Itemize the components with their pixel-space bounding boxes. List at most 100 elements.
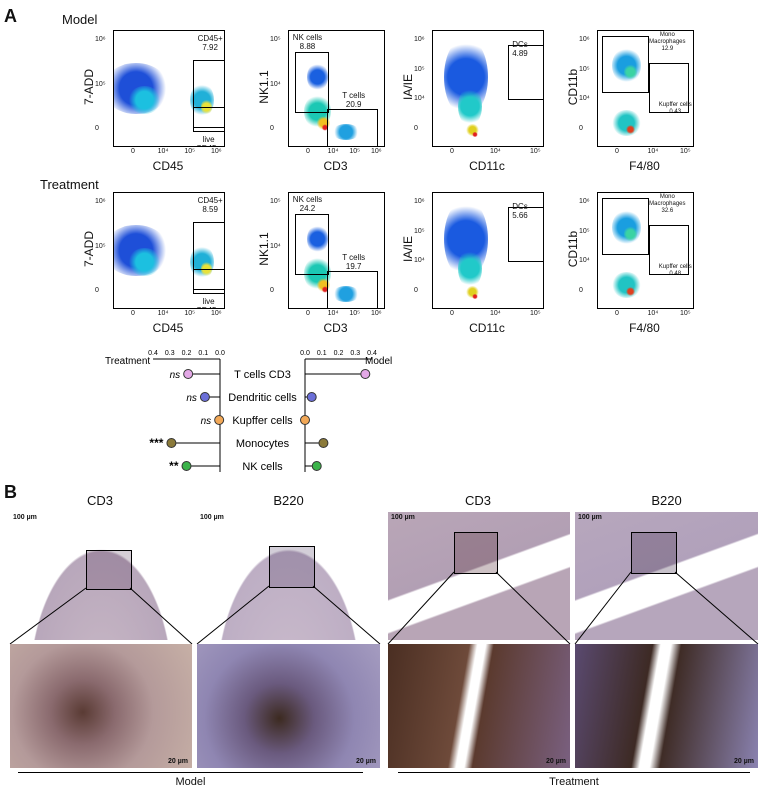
lolli-category-label: Dendritic cells	[228, 392, 297, 404]
lolli-right-tick: 0.4	[367, 350, 377, 357]
y-tick-label: 10⁴	[414, 257, 425, 265]
y-tick-label: 0	[95, 125, 99, 132]
gate-name: NK cells	[292, 195, 323, 205]
lolli-right-title: Model	[365, 356, 392, 367]
lolli-dot-model	[311, 461, 322, 471]
gate-box	[294, 51, 329, 114]
x-tick-label: 0	[615, 310, 619, 317]
density-cloud	[625, 125, 636, 135]
density-cloud	[322, 286, 328, 294]
gate-name: NK cells	[292, 33, 323, 43]
x-tick-label: 0	[450, 148, 454, 155]
zoom-box	[631, 532, 677, 574]
density-cloud	[471, 131, 479, 138]
scale-bar-label: 20 µm	[168, 758, 188, 765]
gate-box	[294, 213, 329, 276]
scale-bar-label: 20 µm	[546, 758, 566, 765]
ihc-treatment-cd3-high: 20 µm	[388, 644, 570, 768]
density-cloud	[625, 287, 636, 297]
gate-name: CD45+	[197, 34, 223, 44]
ihc-model-b220-high: 20 µm	[197, 644, 380, 768]
gate-label: T cells 19.7	[342, 253, 365, 271]
flow-plot: DCs 5.66	[432, 192, 544, 309]
lolli-significance: ns	[201, 416, 212, 427]
density-cloud	[623, 64, 637, 81]
flow-plot: Mono Macrophages 32.6 Kupffer cells 0.48	[597, 192, 694, 309]
lolli-category-label: T cells CD3	[234, 369, 291, 381]
y-axis-label: CD11b	[566, 230, 580, 267]
gate-box	[193, 268, 224, 294]
density-cloud	[471, 293, 479, 300]
density-cloud	[322, 124, 328, 132]
y-axis-label: NK1.1	[257, 69, 271, 104]
gate-name: Mono Macrophages	[649, 194, 686, 208]
x-axis-label: CD11c	[469, 321, 505, 335]
gate-box	[193, 106, 224, 132]
x-tick-label: 10⁴	[157, 148, 169, 155]
density-cloud	[331, 286, 361, 303]
lolli-significance: ns	[186, 393, 197, 404]
x-tick-label: 10⁵	[680, 310, 691, 317]
model-bracket	[18, 772, 363, 773]
gate-name: Mono Macrophages	[649, 32, 686, 46]
lolli-dot-treatment	[183, 369, 194, 379]
ihc-model-cd3-high: 20 µm	[10, 644, 192, 768]
y-tick-label: 10⁶	[579, 198, 590, 205]
y-axis-label: IA/IE	[401, 73, 415, 100]
treatment-group-label: Treatment	[549, 776, 599, 788]
ihc-treatment-b220-high: 20 µm	[575, 644, 758, 768]
gate-box	[193, 221, 224, 291]
gate-label: Kupffer cells 0.43	[659, 102, 692, 116]
scale-bar-label: 20 µm	[356, 758, 376, 765]
y-tick-label: 0	[579, 287, 583, 294]
y-axis-label: IA/IE	[401, 235, 415, 262]
x-axis-label: CD45	[152, 159, 184, 173]
flow-plot: CD45+8.59 live CD45+6.33	[113, 192, 225, 309]
ihc-model-b220-low: 100 µm	[197, 512, 380, 640]
lolli-category-label: Monocytes	[236, 438, 290, 450]
x-tick-label: 10⁵	[530, 310, 541, 317]
gate-name: T cells	[342, 252, 366, 262]
gate-box	[193, 59, 224, 129]
density-cloud	[458, 87, 483, 127]
y-tick-label: 10⁵	[270, 198, 281, 205]
gate-box	[507, 44, 543, 100]
lolli-left-tick: 0.1	[198, 350, 208, 357]
y-tick-label: 10⁶	[414, 36, 425, 43]
scale-bar-label: 100 µm	[13, 514, 37, 521]
y-tick-label: 10⁶	[579, 36, 590, 43]
gate-box	[327, 109, 379, 146]
gate-label: NK cells 24.2	[293, 195, 322, 213]
gate-name: T cells	[342, 90, 366, 100]
gate-value: 8.59	[202, 205, 218, 215]
lolli-category-label: Kupffer cells	[232, 415, 293, 427]
y-tick-label: 10⁵	[95, 242, 106, 250]
gate-label: CD45+ 8.59	[198, 196, 223, 214]
gate-name: DCs	[512, 202, 528, 212]
gate-value: 7.92	[202, 43, 218, 53]
y-axis-label: CD11b	[566, 68, 580, 105]
zoom-box	[269, 546, 315, 588]
lolli-right-tick: 0.0	[300, 350, 310, 357]
scale-bar-label: 100 µm	[578, 514, 602, 521]
gate-label: Mono Macrophages 32.6	[642, 194, 693, 215]
gate-box	[601, 35, 650, 93]
gate-value: 0.43	[669, 109, 682, 116]
x-tick-label: 0	[450, 310, 454, 317]
y-tick-label: 10⁶	[95, 36, 106, 43]
y-tick-label: 10⁴	[579, 95, 590, 103]
x-tick-label: 0	[306, 310, 310, 317]
lolli-dot-model	[306, 392, 317, 402]
gate-box	[327, 271, 379, 308]
lolli-significance: ns	[170, 370, 181, 381]
lolli-left-tick: 0.2	[182, 350, 192, 357]
lolli-dot-treatment	[181, 461, 192, 471]
x-tick-label: 0	[306, 148, 310, 155]
density-cloud	[128, 247, 162, 277]
x-tick-label: 0	[615, 148, 619, 155]
y-tick-label: 10⁵	[95, 80, 106, 88]
lolli-dot-model	[300, 415, 310, 425]
gate-value: 0.48	[669, 271, 682, 278]
y-tick-label: 10⁵	[579, 65, 590, 73]
y-tick-label: 10⁶	[414, 198, 425, 205]
